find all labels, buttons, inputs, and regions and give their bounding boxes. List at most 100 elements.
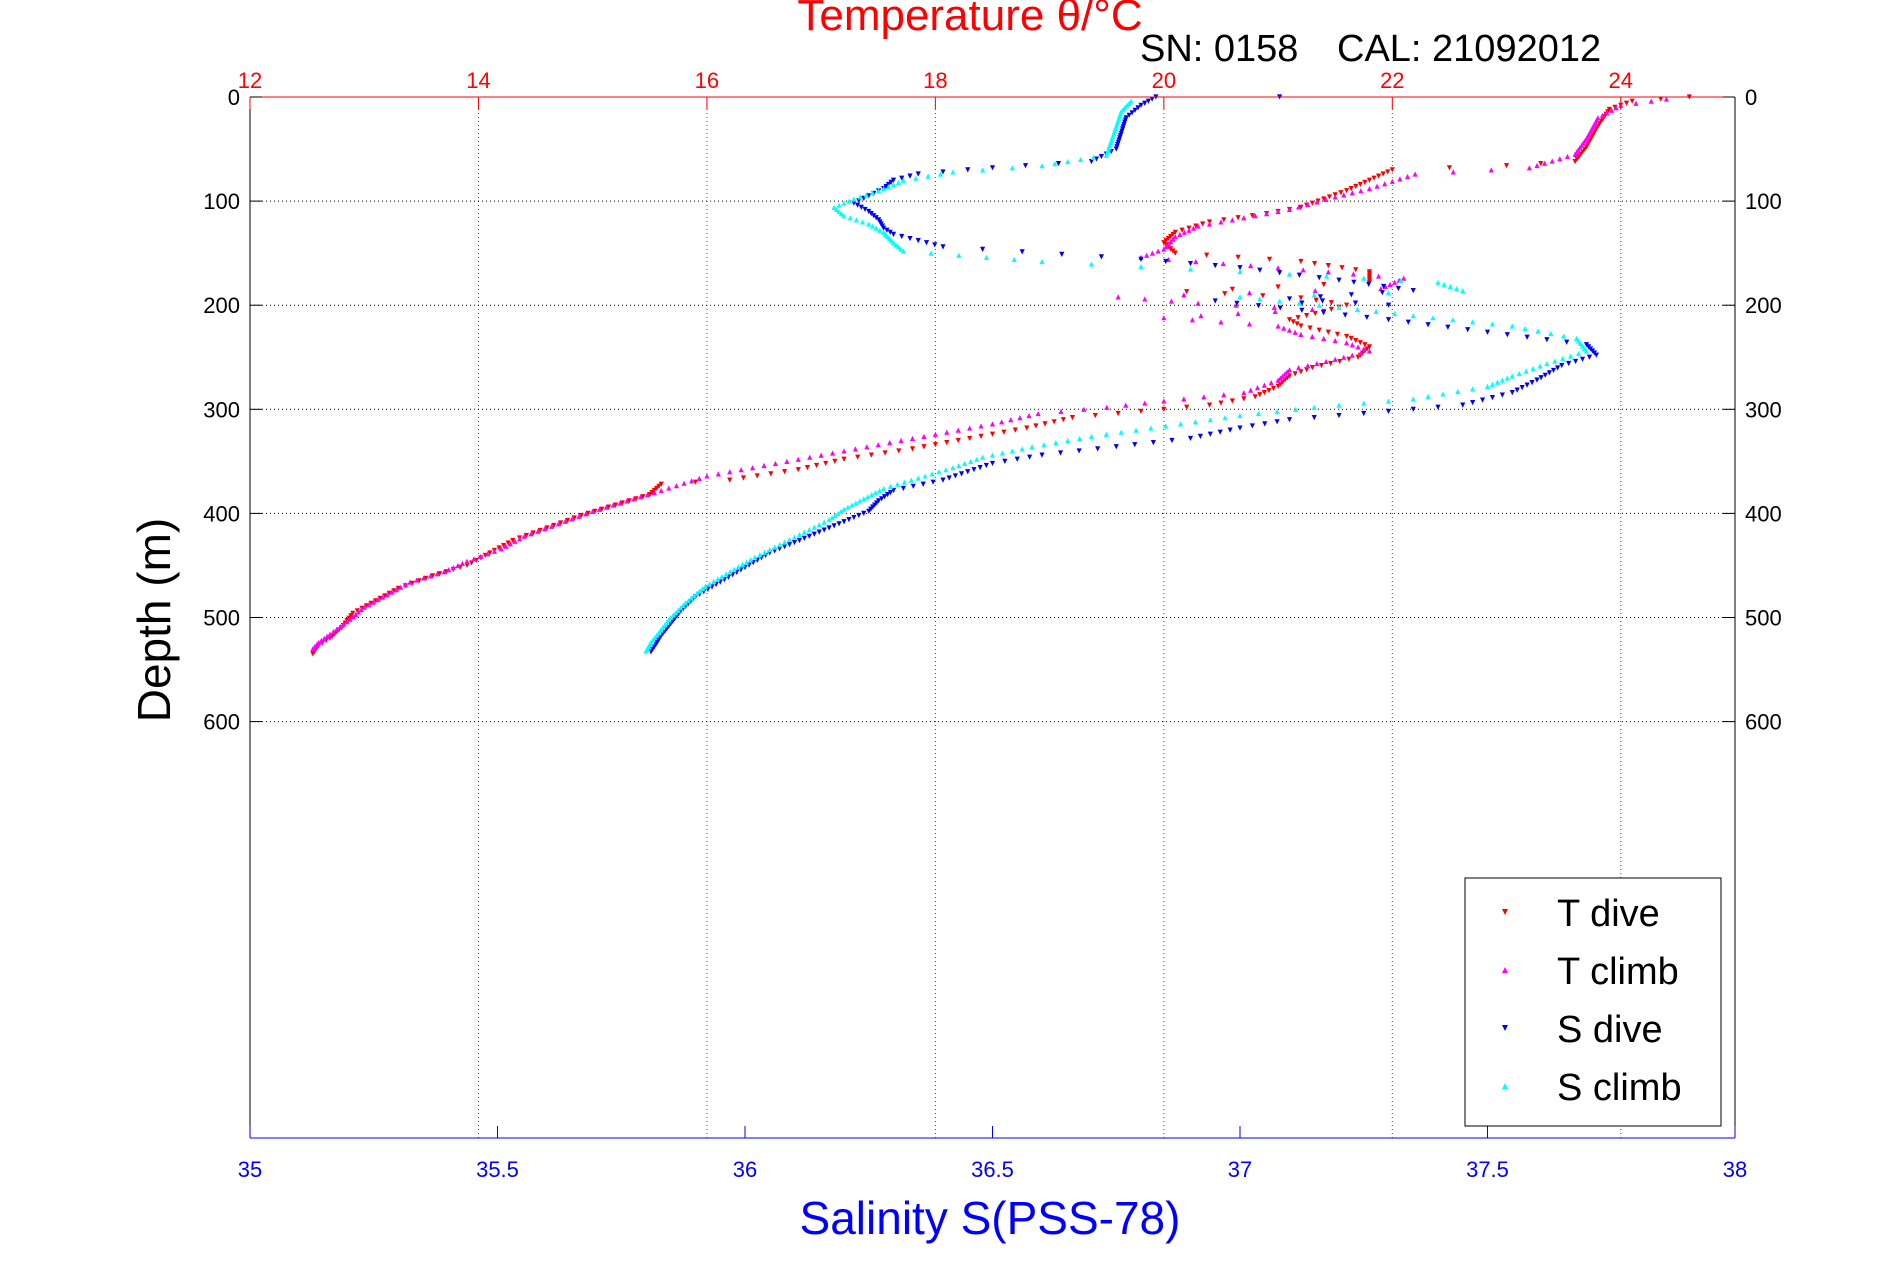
t-dive-point [932,442,938,448]
t-climb-point [1332,194,1338,200]
t-climb-point [341,621,347,627]
s-climb-point [893,242,899,248]
t-climb-point [1298,331,1304,337]
s-climb-point [836,208,842,215]
t-climb-point [1172,233,1178,240]
s-dive-point [1095,446,1101,452]
s-dive-point [1255,303,1262,309]
s-climb-point [968,458,974,464]
s-climb-point [841,506,847,512]
s-climb-point [929,471,935,477]
s-climb-point [1237,412,1243,419]
s-climb-point [816,522,822,528]
t-dive-point [1321,282,1327,288]
t-dive-point [1179,227,1185,233]
t-climb-point [1358,350,1364,356]
s-climb-point [1544,360,1550,367]
t-dive-point [1325,263,1331,269]
s-climb-point [1385,290,1392,296]
t-climb-point [478,553,484,559]
t-dive-point [1249,213,1255,219]
t-dive-point [510,537,516,544]
t-dive-point [1298,204,1304,210]
depth-tick-label-right: 600 [1745,710,1782,735]
t-dive-point [578,512,584,519]
t-climb-point [1218,219,1224,225]
t-climb-point [673,483,680,489]
y-axis-label: Depth (m) [128,518,180,722]
t-dive-point [564,517,571,524]
s-dive-point [1385,302,1392,308]
s-climb-point [936,469,942,475]
t-dive-point [530,530,536,536]
s-dive-point [1311,415,1317,421]
t-dive-point [558,520,564,526]
t-dive-point [1001,429,1007,435]
s-climb-point [846,198,852,204]
depth-tick-label-left: 200 [203,293,240,318]
s-climb-point [829,514,835,521]
s-climb-point [1460,288,1466,294]
s-dive-point [946,475,952,481]
t-climb-point [631,496,637,502]
t-dive-point [1313,297,1319,303]
t-climb-point [651,489,657,496]
t-dive-point [944,440,950,446]
t-climb-point [1344,340,1350,346]
s-climb-point [1138,263,1144,270]
t-dive-point [585,510,591,516]
t-climb-point [434,571,440,577]
s-climb-point [691,593,697,599]
t-climb-point [1246,290,1253,296]
t-dive-point [855,454,861,460]
s-climb-point [1484,383,1491,389]
s-climb-point [1522,325,1528,332]
t-dive-point [1266,387,1272,394]
s-dive-point [983,462,989,469]
s-dive-point [1187,260,1194,267]
t-dive-point [1200,221,1206,227]
t-dive-point [1309,365,1315,371]
t-dive-point [754,473,760,479]
s-climb-point [1222,415,1228,421]
t-dive-point [1218,400,1224,406]
s-dive-point [952,473,958,479]
s-climb-point [826,517,832,523]
t-climb-point [1312,288,1318,294]
s-climb-point [1053,440,1059,446]
depth-tick-label-left: 300 [203,397,240,422]
x-axis-label: Salinity S(PSS-78) [800,1192,1181,1244]
t-dive-point [1348,335,1354,342]
t-dive-point [1312,260,1318,267]
s-dive-point [1138,102,1144,108]
s-climb-point [806,527,812,533]
t-dive-point [1222,291,1228,297]
t-climb-point [528,531,534,537]
data-points [310,94,1692,657]
s-climb-point [895,244,902,250]
s-dive-point [1351,279,1357,285]
s-climb-point [838,210,845,217]
s-climb-point [841,213,847,219]
s-dive-point [915,238,921,244]
t-climb-point [1272,308,1278,315]
s-climb-point [1470,386,1476,392]
t-climb-point [1281,325,1287,331]
t-climb-point [1557,156,1563,162]
t-dive-point [1292,371,1298,377]
s-climb-point [1392,310,1398,317]
t-dive-point [978,433,984,439]
t-climb-point [978,423,984,429]
s-dive-point [806,533,812,539]
s-climb-point [863,192,869,198]
t-climb-point [1305,362,1311,369]
s-climb-point [739,561,746,568]
s-climb-point [1354,306,1361,312]
t-climb-point [1488,167,1494,173]
t-climb-point [491,548,498,554]
t-climb-point [1355,344,1361,350]
s-climb-point [643,648,649,654]
t-dive-point [1366,177,1373,183]
s-climb-point [838,508,844,514]
t-dive-point [1257,392,1263,398]
